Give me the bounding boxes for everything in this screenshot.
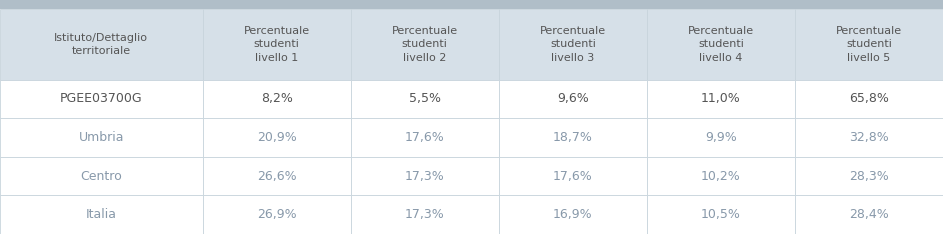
Bar bbox=[203, 80, 351, 118]
Bar bbox=[647, 0, 795, 9]
Bar bbox=[0, 195, 203, 234]
Text: PGEE03700G: PGEE03700G bbox=[60, 92, 142, 105]
Text: Percentuale
studenti
livello 5: Percentuale studenti livello 5 bbox=[835, 26, 902, 63]
Bar bbox=[795, 118, 943, 157]
Text: 10,5%: 10,5% bbox=[701, 208, 741, 221]
Text: 9,6%: 9,6% bbox=[557, 92, 588, 105]
Bar bbox=[795, 9, 943, 80]
Bar bbox=[0, 9, 203, 80]
Bar bbox=[499, 0, 647, 9]
Bar bbox=[499, 118, 647, 157]
Text: 5,5%: 5,5% bbox=[409, 92, 440, 105]
Bar bbox=[0, 80, 203, 118]
Text: 9,9%: 9,9% bbox=[705, 131, 736, 144]
Bar bbox=[351, 9, 499, 80]
Bar bbox=[351, 118, 499, 157]
Text: Percentuale
studenti
livello 4: Percentuale studenti livello 4 bbox=[687, 26, 754, 63]
Text: 28,4%: 28,4% bbox=[849, 208, 889, 221]
Bar bbox=[499, 157, 647, 195]
Text: 18,7%: 18,7% bbox=[553, 131, 593, 144]
Bar bbox=[0, 0, 203, 9]
Bar bbox=[647, 195, 795, 234]
Text: 11,0%: 11,0% bbox=[701, 92, 741, 105]
Text: 17,3%: 17,3% bbox=[405, 208, 445, 221]
Bar bbox=[499, 80, 647, 118]
Bar bbox=[351, 0, 499, 9]
Bar bbox=[351, 157, 499, 195]
Text: Percentuale
studenti
livello 1: Percentuale studenti livello 1 bbox=[243, 26, 310, 63]
Bar bbox=[203, 195, 351, 234]
Text: 32,8%: 32,8% bbox=[849, 131, 889, 144]
Text: Umbria: Umbria bbox=[78, 131, 124, 144]
Bar bbox=[795, 157, 943, 195]
Bar bbox=[499, 9, 647, 80]
Bar bbox=[203, 9, 351, 80]
Text: Percentuale
studenti
livello 2: Percentuale studenti livello 2 bbox=[391, 26, 458, 63]
Bar bbox=[351, 80, 499, 118]
Bar bbox=[203, 157, 351, 195]
Text: 10,2%: 10,2% bbox=[701, 170, 741, 183]
Bar bbox=[0, 118, 203, 157]
Bar bbox=[795, 0, 943, 9]
Text: Centro: Centro bbox=[80, 170, 123, 183]
Text: 17,6%: 17,6% bbox=[405, 131, 445, 144]
Text: 8,2%: 8,2% bbox=[261, 92, 292, 105]
Text: 16,9%: 16,9% bbox=[553, 208, 593, 221]
Bar bbox=[795, 80, 943, 118]
Bar bbox=[647, 118, 795, 157]
Text: 26,9%: 26,9% bbox=[256, 208, 297, 221]
Text: 17,6%: 17,6% bbox=[553, 170, 593, 183]
Text: Italia: Italia bbox=[86, 208, 117, 221]
Text: Istituto/Dettaglio
territoriale: Istituto/Dettaglio territoriale bbox=[55, 33, 148, 56]
Bar bbox=[0, 157, 203, 195]
Text: 17,3%: 17,3% bbox=[405, 170, 445, 183]
Bar bbox=[203, 0, 351, 9]
Bar bbox=[647, 157, 795, 195]
Bar bbox=[647, 9, 795, 80]
Bar bbox=[795, 195, 943, 234]
Bar bbox=[203, 118, 351, 157]
Bar bbox=[499, 195, 647, 234]
Bar bbox=[647, 80, 795, 118]
Text: 20,9%: 20,9% bbox=[256, 131, 297, 144]
Text: 28,3%: 28,3% bbox=[849, 170, 889, 183]
Text: Percentuale
studenti
livello 3: Percentuale studenti livello 3 bbox=[539, 26, 606, 63]
Text: 26,6%: 26,6% bbox=[256, 170, 297, 183]
Text: 65,8%: 65,8% bbox=[849, 92, 889, 105]
Bar bbox=[351, 195, 499, 234]
